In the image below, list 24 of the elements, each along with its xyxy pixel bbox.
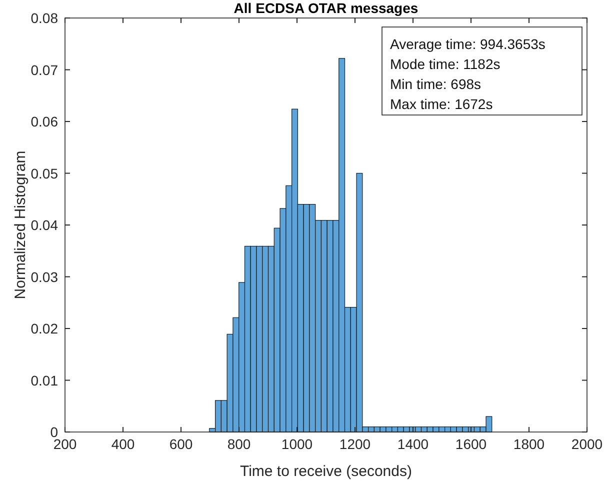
x-tick-label: 1200 [339, 436, 371, 452]
y-tick-label: 0.07 [30, 62, 58, 78]
y-tick-label: 0.01 [30, 372, 58, 388]
x-tick-label: 1400 [397, 436, 429, 452]
x-axis-title: Time to receive (seconds) [240, 463, 412, 480]
y-tick-label: 0.04 [30, 217, 58, 233]
y-tick-label: 0.08 [30, 10, 58, 26]
annotation: Mode time: 1182s [390, 56, 500, 72]
x-tick-label: 800 [227, 436, 251, 452]
annotation: Max time: 1672s [390, 96, 493, 112]
y-tick-label: 0.06 [30, 114, 58, 130]
y-axis-title: Normalized Histogram [12, 150, 29, 300]
y-tick-label: 0.05 [30, 165, 58, 182]
chart-title: All ECDSA OTAR messages [234, 0, 418, 16]
y-tick-label: 0.03 [30, 268, 58, 285]
x-tick-label: 1600 [455, 436, 487, 452]
x-tick-label: 400 [111, 436, 135, 452]
x-tick-label: 1000 [281, 436, 313, 452]
x-tick-label: 1800 [513, 436, 545, 452]
annotation: Average time: 994.3653s [390, 36, 546, 52]
x-tick-label: 2000 [571, 436, 603, 452]
annotation: Min time: 698s [390, 76, 482, 92]
x-tick-label: 600 [169, 436, 193, 452]
y-tick-label: 0.02 [30, 320, 58, 336]
